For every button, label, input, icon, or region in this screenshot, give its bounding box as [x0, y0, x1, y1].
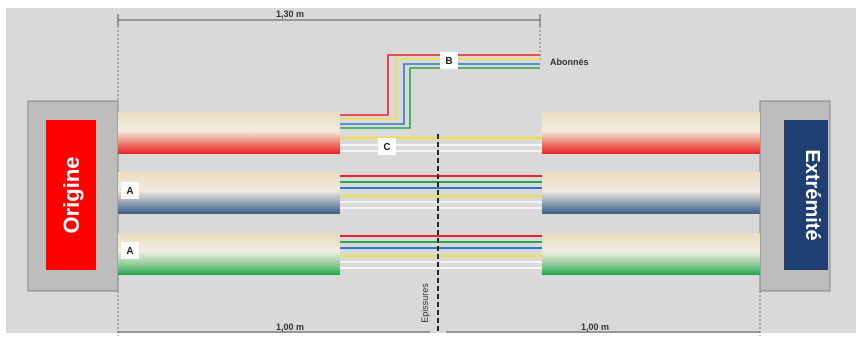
cable-a2-box	[121, 242, 139, 259]
bottom-left-dimension-label: 1,00 m	[276, 322, 304, 332]
top-dimension: 1,30 m	[117, 9, 541, 110]
origin-box	[46, 120, 96, 270]
cable-red-left	[118, 112, 340, 154]
bottom-right-dimension-label: 1,00 m	[581, 322, 609, 332]
cable-green-right	[542, 233, 760, 275]
blue-cable-fibers	[340, 175, 542, 209]
cable-blue-right	[542, 172, 760, 214]
cable-a2-label: A	[126, 246, 133, 257]
origin-label: Origine	[59, 156, 84, 233]
branch-c-box	[378, 138, 396, 155]
cable-a1-label: A	[126, 186, 133, 197]
bottom-dimensions: 1,00 m 1,00 m	[117, 275, 761, 336]
branch-b-box	[440, 52, 458, 69]
background-panel	[6, 8, 856, 333]
origin-housing: Origine	[27, 100, 119, 292]
green-cable-fibers	[340, 235, 542, 269]
splices-label: Epissures	[420, 283, 430, 323]
cable-green-left	[118, 233, 340, 275]
cable-a1-box	[121, 182, 139, 199]
subscribers-label: Abonnés	[550, 57, 589, 67]
top-dimension-label: 1,30 m	[276, 9, 304, 19]
branch-b-label: B	[445, 56, 452, 67]
branch-c-label: C	[383, 142, 390, 153]
end-box	[784, 120, 828, 270]
branch-c-fibers	[340, 136, 542, 153]
branch-b-fibers	[340, 54, 540, 129]
cable-blue-left	[118, 172, 340, 214]
end-housing: Extrémité	[759, 100, 831, 292]
end-label: Extrémité	[801, 149, 823, 240]
cable-red-right	[542, 112, 760, 154]
